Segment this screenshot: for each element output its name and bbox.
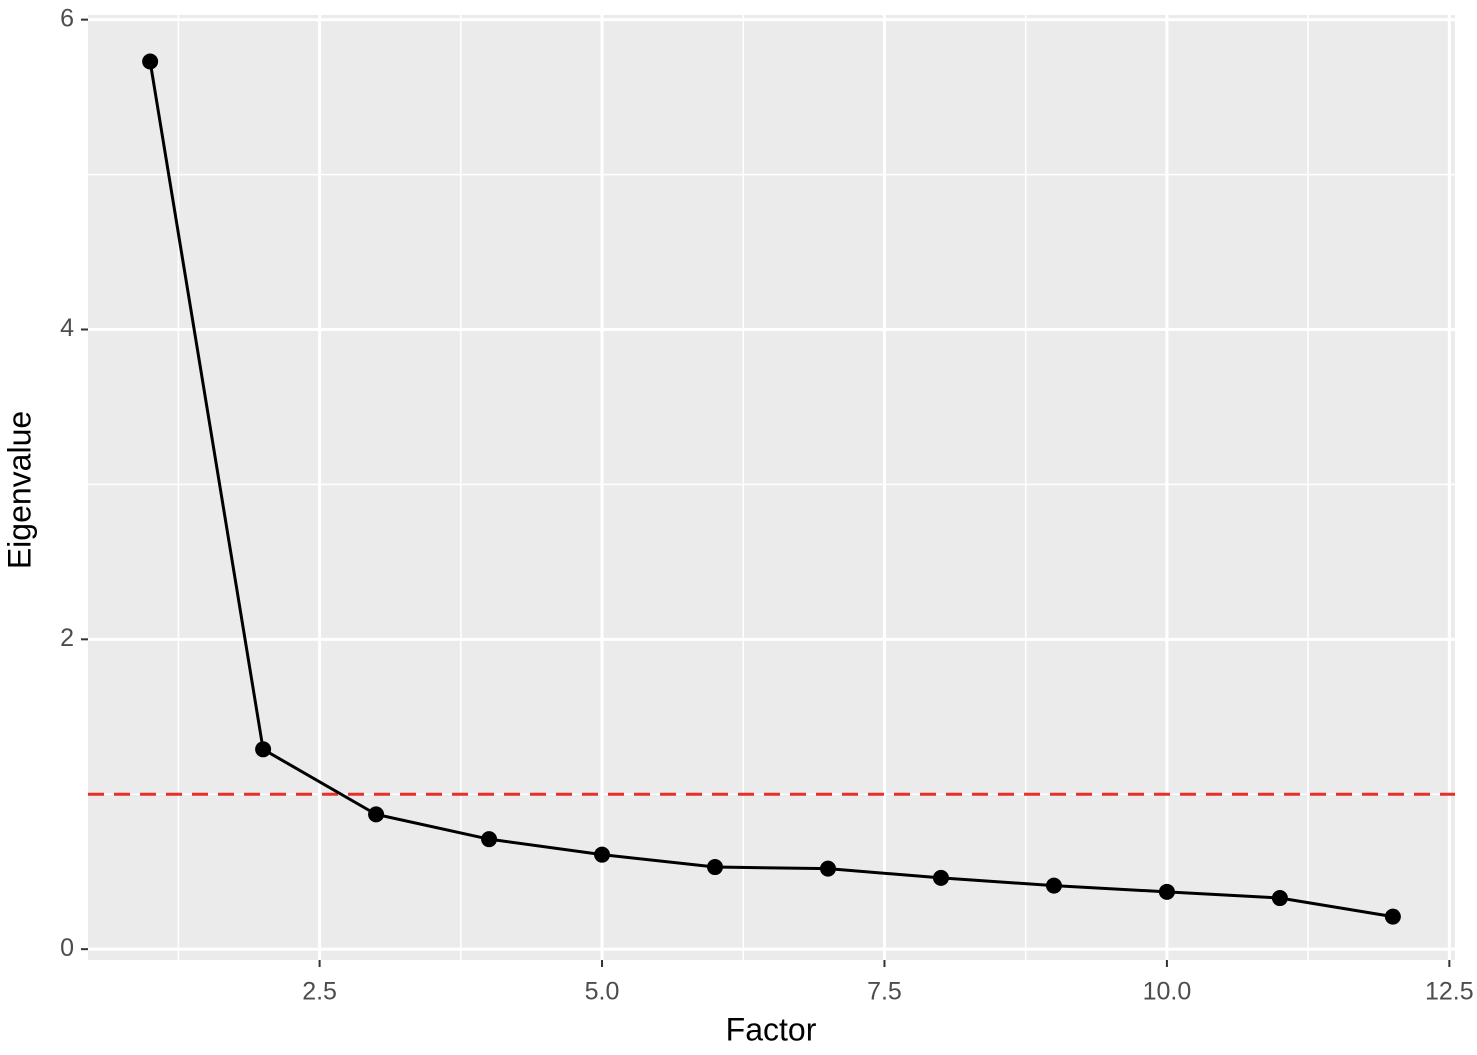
point (707, 859, 724, 876)
point (932, 869, 949, 886)
point (1045, 877, 1062, 894)
y-tick-label: 2 (60, 624, 74, 652)
y-axis-title: Eigenvalue (1, 411, 37, 569)
x-tick-label: 10.0 (1143, 978, 1192, 1006)
point (1271, 890, 1288, 907)
x-axis-title: Factor (726, 1011, 817, 1047)
panel (88, 15, 1455, 960)
point (819, 860, 836, 877)
x-tick-label: 2.5 (302, 978, 337, 1006)
point (481, 831, 498, 848)
y-tick-label: 6 (60, 4, 74, 32)
point (1158, 883, 1175, 900)
y-tick-label: 0 (60, 934, 74, 962)
point (368, 806, 385, 823)
series-line (148, 61, 1394, 919)
point (594, 846, 611, 863)
point (142, 53, 159, 70)
point (1384, 908, 1401, 925)
x-tick-label: 12.5 (1425, 978, 1474, 1006)
x-tick-label: 5.0 (585, 978, 620, 1006)
y-tick-label: 4 (60, 314, 74, 342)
x-tick-label: 7.5 (867, 978, 902, 1006)
point (255, 741, 272, 758)
